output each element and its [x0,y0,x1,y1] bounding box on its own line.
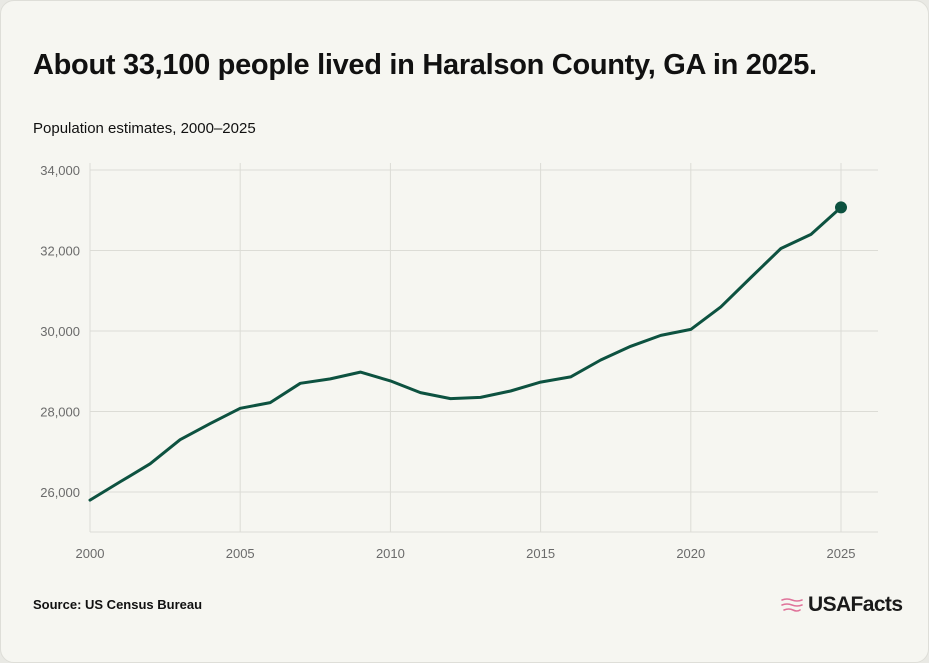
x-tick-label: 2015 [526,546,555,561]
chart-subtitle: Population estimates, 2000–2025 [33,120,256,137]
y-tick-label: 28,000 [40,405,80,420]
series-layer [88,201,847,502]
end-point-marker[interactable] [835,201,847,214]
x-tick-label: 2000 [76,546,105,561]
y-tick-label: 32,000 [40,244,80,259]
grid-lines [89,163,878,533]
usafacts-logo: USAFacts [780,593,903,617]
y-tick-label: 30,000 [40,324,80,339]
x-tick-label: 2025 [827,546,856,561]
us-map-icon [781,598,803,612]
x-tick-label: 2010 [376,546,405,561]
logo-text: USAFacts [808,593,903,616]
population-line [88,205,843,502]
tick-labels: 26,000 28,000 30,000 32,000 34,000 2000 2005 20… [40,163,855,561]
x-tick-label: 2005 [226,546,255,561]
chart-title: About 33,100 people lived in Haralson Co… [33,49,817,81]
x-tick-label: 2020 [676,546,705,561]
y-tick-label: 26,000 [40,485,80,500]
source-note: Source: US Census Bureau [33,597,203,612]
y-tick-label: 34,000 [40,163,80,178]
